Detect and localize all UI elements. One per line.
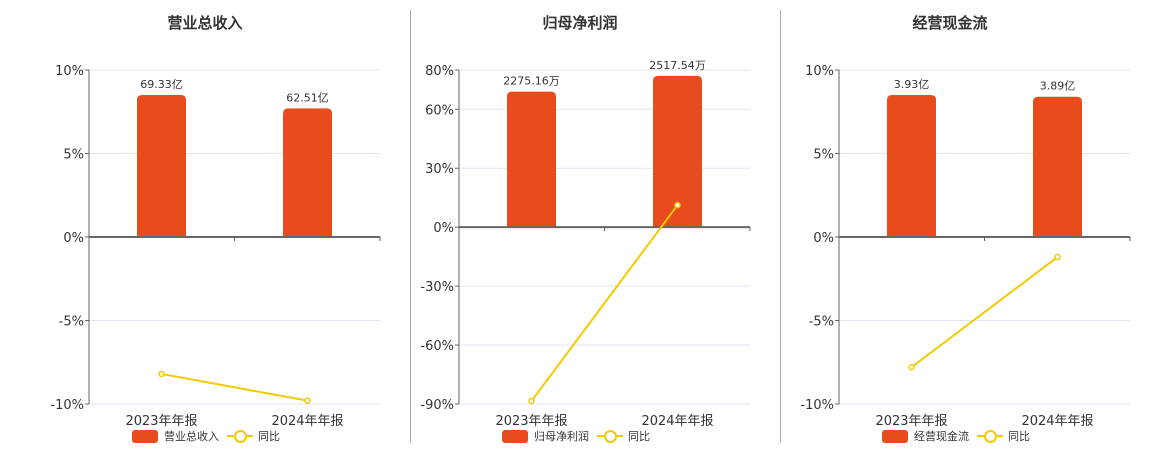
chart-plot: 80% 60% 30% 0% -30% -60% -90% 2275.16万 2517.54万 2…: [420, 59, 751, 429]
y-tick-label: 60%: [425, 103, 454, 118]
legend-line-symbol-icon[interactable]: [227, 429, 253, 443]
y-tick-label: 10%: [55, 64, 84, 79]
y-tick-label: -10%: [800, 398, 834, 413]
y-tick-label: 0%: [433, 221, 454, 236]
yoy-point[interactable]: [674, 201, 681, 209]
y-tick-label: -5%: [809, 315, 834, 330]
legend-line-symbol-icon[interactable]: [977, 429, 1003, 443]
legend-bar-label[interactable]: 经营现金流: [914, 430, 969, 443]
yoy-line: [910, 256, 1059, 369]
yoy-point[interactable]: [304, 397, 311, 404]
legend-line-label[interactable]: 同比: [1008, 430, 1030, 443]
y-tick-label: 5%: [813, 148, 834, 163]
y-tick-label: 10%: [805, 64, 834, 79]
y-tick-label: 0%: [813, 231, 834, 246]
bar-value-label: 3.93亿: [894, 78, 930, 91]
legend-bar-label[interactable]: 营业总收入: [164, 430, 219, 443]
legend-line-label[interactable]: 同比: [628, 430, 650, 443]
bar[interactable]: [507, 91, 556, 228]
bar-value-label: 3.89亿: [1040, 80, 1076, 93]
y-tick-label: 30%: [425, 162, 454, 177]
x-category-label: 2024年年报: [271, 414, 343, 429]
chart-legend: 经营现金流 同比: [882, 428, 1030, 444]
yoy-line: [161, 372, 308, 402]
bar-value-label: 2275.16万: [503, 75, 560, 88]
yoy-point[interactable]: [1054, 253, 1061, 261]
bar-value-label: 62.51亿: [286, 91, 329, 104]
yoy-point[interactable]: [908, 364, 915, 371]
y-tick-label: -5%: [59, 315, 84, 330]
bar[interactable]: [137, 95, 186, 237]
chart-title: 归母净利润: [542, 14, 618, 32]
y-tick-label: -30%: [420, 280, 454, 295]
chart-panel-revenue: 营业总收入 10% 5% 0% -5% -10% 69.33亿 62.51亿 2023年年报 2…: [0, 0, 381, 450]
y-tick-label: -90%: [420, 398, 454, 413]
bar[interactable]: [887, 95, 936, 237]
chart-panel-net-profit: 归母净利润 80% 60% 30% 0% -30% -60% -90% 2275.16万 251…: [420, 14, 751, 444]
x-category-label: 2023年年报: [125, 414, 197, 429]
legend-bar-swatch[interactable]: [882, 429, 908, 443]
chart-legend: 营业总收入 同比: [132, 428, 280, 444]
bar[interactable]: [653, 75, 702, 228]
y-tick-label: -60%: [420, 339, 454, 354]
chart-legend: 归母净利润 同比: [502, 428, 650, 444]
y-tick-label: 5%: [63, 148, 84, 163]
bar[interactable]: [1033, 96, 1082, 237]
legend-line-symbol-icon[interactable]: [597, 429, 623, 443]
bar[interactable]: [283, 108, 332, 237]
y-tick-label: 80%: [425, 64, 454, 79]
y-tick-label: 0%: [63, 231, 84, 246]
x-category-label: 2024年年报: [1021, 414, 1093, 429]
yoy-point[interactable]: [158, 370, 165, 378]
yoy-line: [530, 204, 679, 402]
y-tick-label: -10%: [50, 398, 84, 413]
chart-title: 营业总收入: [167, 14, 243, 32]
legend-bar-swatch[interactable]: [132, 429, 158, 443]
chart-plot: 10% 5% 0% -5% -10% 69.33亿 62.51亿 2023年年报 2024年年报: [50, 64, 381, 429]
x-category-label: 2023年年报: [495, 414, 567, 429]
legend-line-label[interactable]: 同比: [258, 430, 280, 443]
yoy-point[interactable]: [528, 397, 535, 405]
x-category-label: 2024年年报: [641, 414, 713, 429]
panel-divider: [410, 10, 411, 443]
bar-value-label: 2517.54万: [649, 59, 706, 72]
chart-title: 经营现金流: [912, 14, 988, 32]
x-category-label: 2023年年报: [875, 414, 947, 429]
panel-divider: [780, 10, 781, 443]
legend-bar-swatch[interactable]: [502, 429, 528, 443]
bar-value-label: 69.33亿: [140, 78, 183, 91]
legend-bar-label[interactable]: 归母净利润: [534, 430, 589, 443]
